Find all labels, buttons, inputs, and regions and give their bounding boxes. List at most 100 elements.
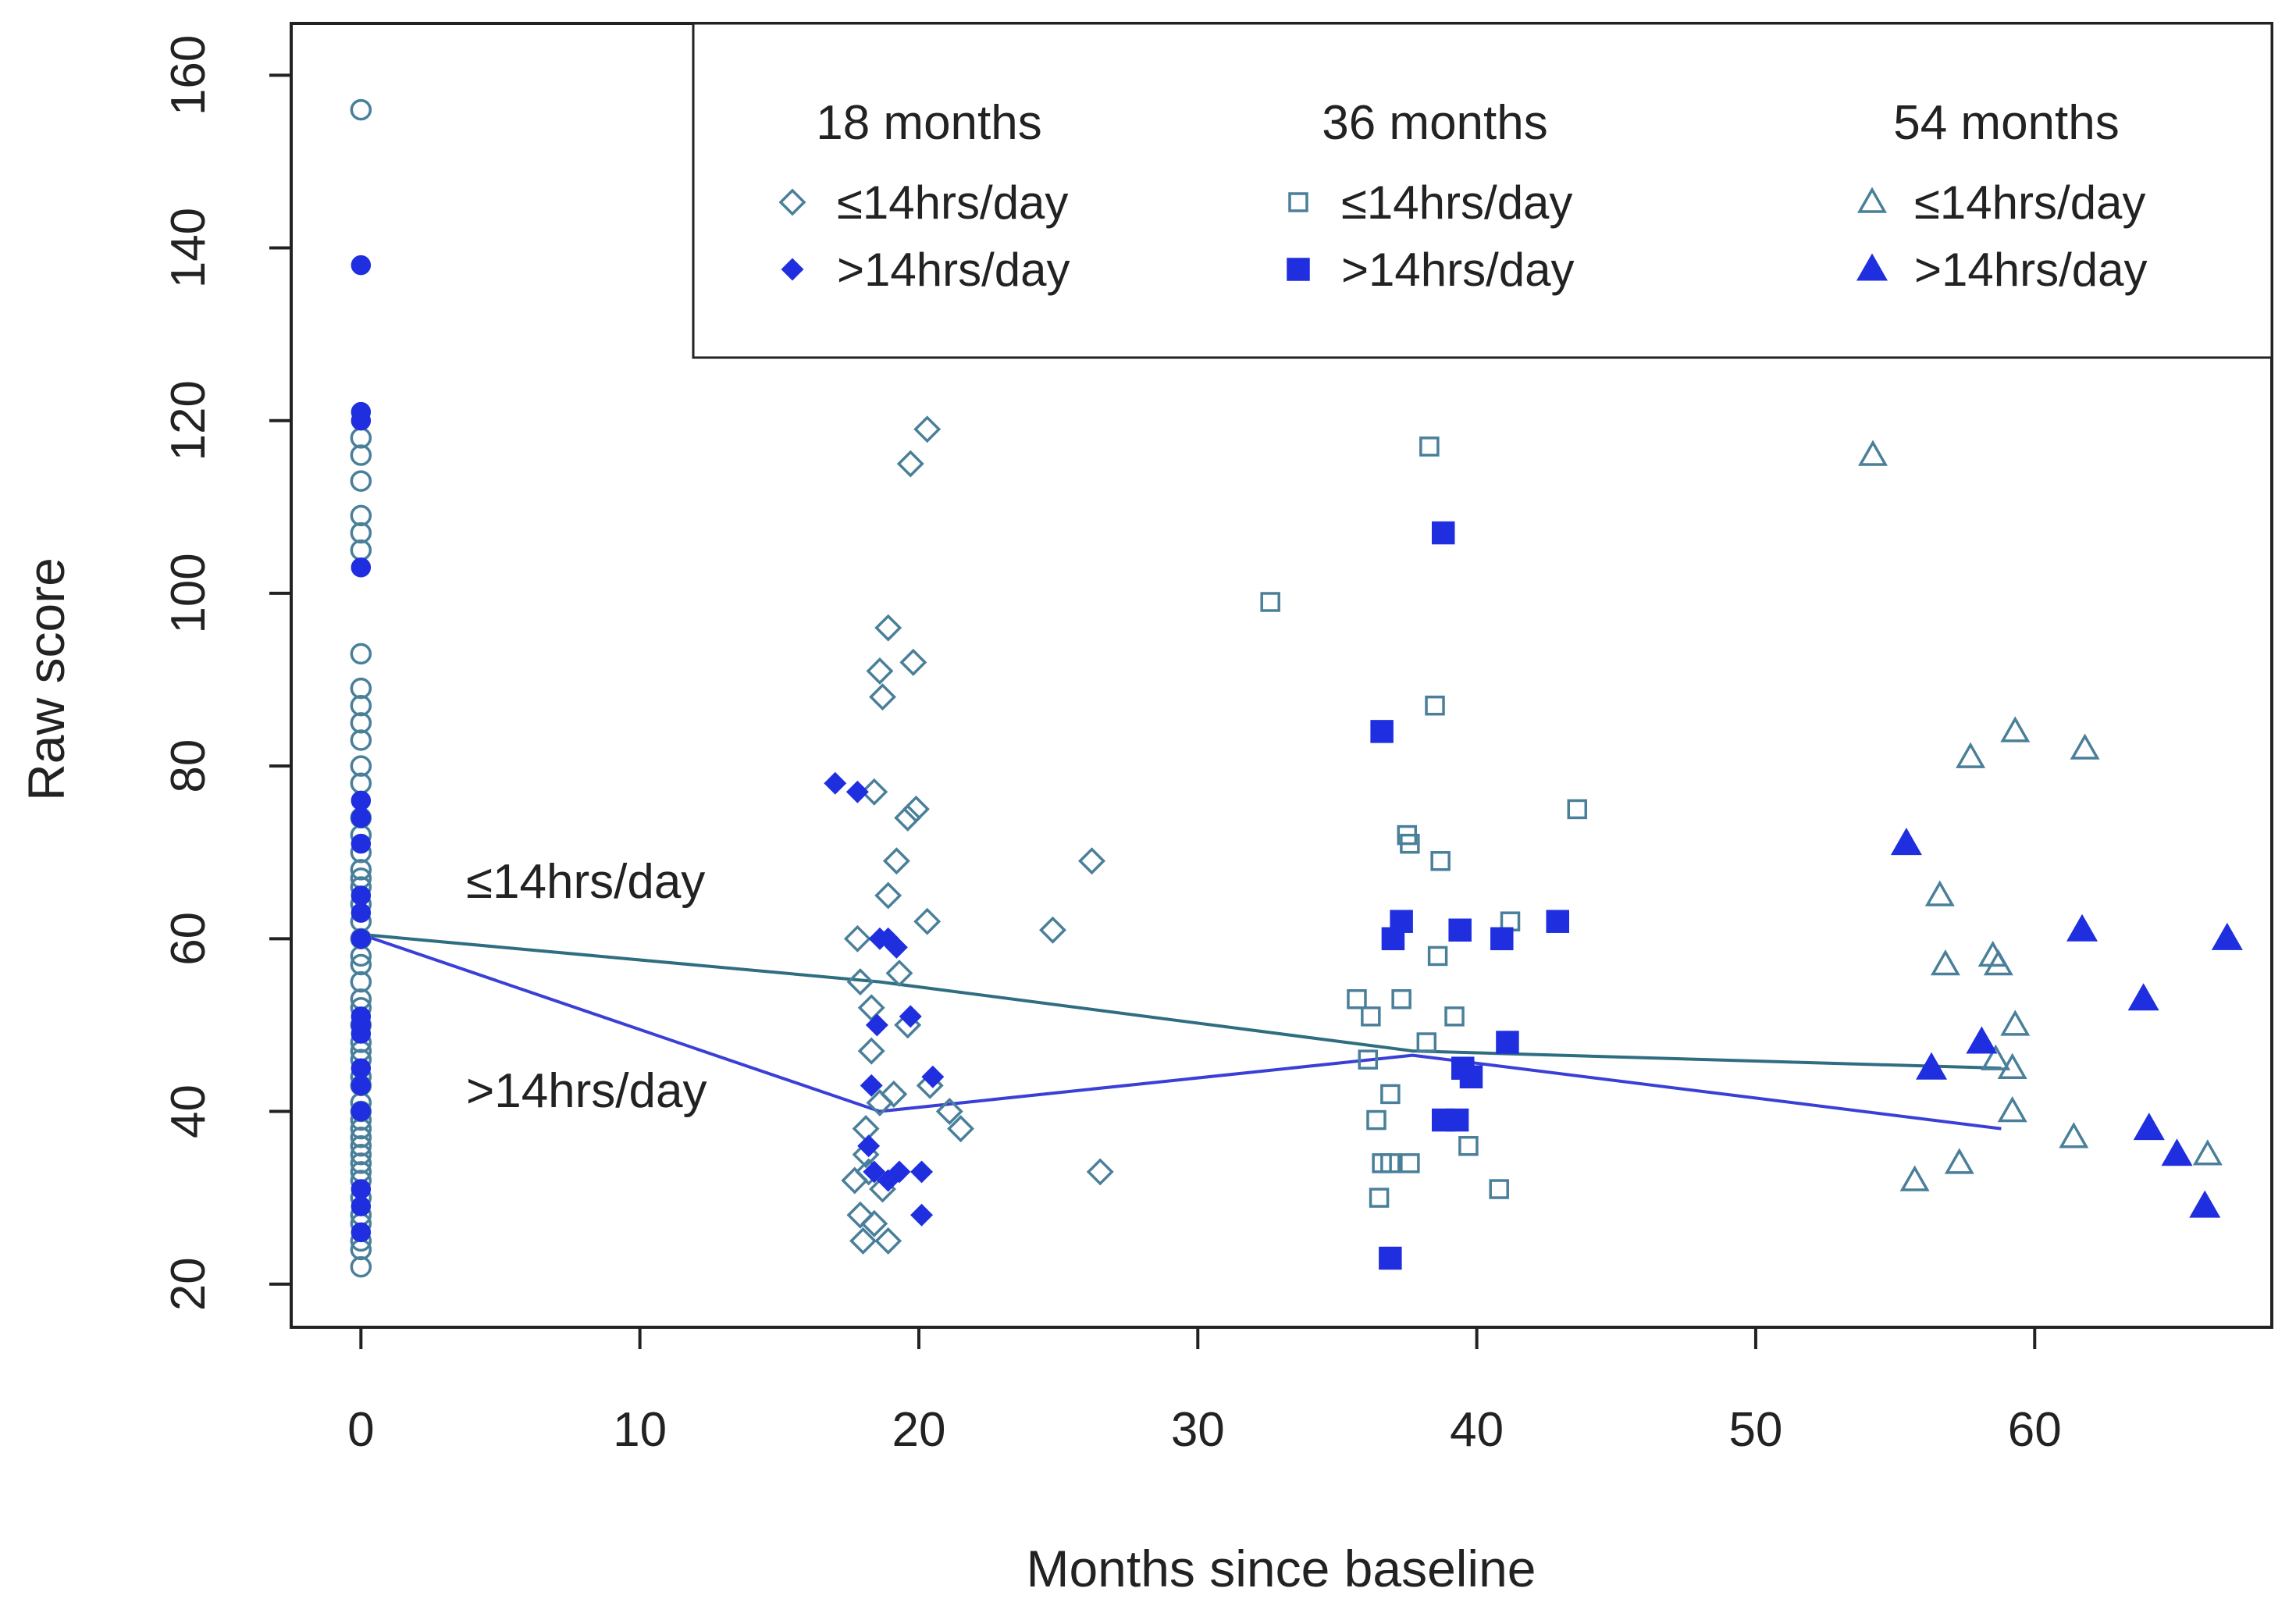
point-diamond-open <box>913 907 942 935</box>
point-triangle-filled <box>2161 1138 2193 1166</box>
point-diamond-open <box>843 924 871 953</box>
point-circle-filled <box>351 833 372 854</box>
y-tick-label: 40 <box>162 1084 215 1138</box>
point-circle-open <box>350 470 372 492</box>
point-diamond-filled <box>921 1065 945 1088</box>
point-diamond-open <box>860 778 888 806</box>
point-circle-filled <box>351 1222 372 1243</box>
point-triangle-open <box>2000 1010 2031 1036</box>
point-circle-filled <box>351 1024 372 1044</box>
point-square-open <box>1358 1049 1379 1070</box>
point-triangle-open <box>1983 949 2013 976</box>
point-square-filled <box>1370 720 1394 743</box>
point-square-open <box>1430 851 1451 871</box>
point-diamond-open <box>846 1201 874 1229</box>
point-diamond-open <box>852 1115 880 1143</box>
point-circle-open <box>350 1144 372 1166</box>
x-tick-label: 10 <box>613 1403 667 1457</box>
point-diamond-open <box>874 1227 902 1255</box>
point-square-filled <box>1431 521 1455 545</box>
trend-line-high-hours <box>360 932 2002 1131</box>
point-circle-filled <box>351 885 372 906</box>
point-circle-open <box>350 1126 372 1148</box>
point-square-open <box>1425 695 1445 716</box>
point-square-open <box>1347 988 1367 1010</box>
legend-marker-square-open <box>1288 192 1308 212</box>
x-tick-label: 60 <box>2008 1403 2062 1457</box>
point-triangle-filled <box>2189 1190 2221 1218</box>
point-diamond-filled <box>899 1005 922 1028</box>
point-diamond-open <box>857 1037 885 1065</box>
point-circle-filled <box>351 1101 372 1122</box>
annotation-low-hours: ≤14hrs/day <box>466 855 705 909</box>
point-square-filled <box>1459 1065 1483 1089</box>
point-triangle-filled <box>2211 922 2243 950</box>
point-circle-open <box>350 755 372 777</box>
legend-36-low-label: ≤14hrs/day <box>1341 176 1572 229</box>
point-triangle-filled <box>2133 1113 2165 1141</box>
point-diamond-open <box>880 1080 908 1108</box>
point-diamond-filled <box>888 1160 911 1184</box>
point-diamond-open <box>882 847 910 875</box>
point-square-open <box>1416 1032 1437 1052</box>
point-square-filled <box>1490 927 1514 951</box>
point-triangle-filled <box>1890 828 1922 856</box>
point-circle-open <box>350 859 372 881</box>
point-diamond-open <box>1039 916 1066 944</box>
point-triangle-filled <box>2066 913 2098 942</box>
point-triangle-open <box>1956 742 1986 768</box>
x-tick-label: 20 <box>892 1403 945 1457</box>
y-tick-label: 20 <box>162 1257 215 1311</box>
legend-box <box>692 22 2273 359</box>
point-diamond-open <box>1078 847 1105 875</box>
point-diamond-open <box>869 683 897 711</box>
legend-36-high-label: >14hrs/day <box>1341 244 1575 296</box>
point-circle-filled <box>351 807 372 828</box>
legend-header-18-months: 18 months <box>816 96 1042 150</box>
point-circle-filled <box>351 928 372 949</box>
point-square-filled <box>1379 1246 1402 1270</box>
point-circle-open <box>350 694 372 717</box>
point-square-filled <box>1496 1031 1519 1054</box>
point-square-open <box>1427 945 1448 967</box>
legend-marker-diamond-open <box>778 188 806 216</box>
point-circle-filled <box>351 1075 372 1096</box>
point-triangle-open <box>2000 716 2031 742</box>
point-triangle-open <box>1924 880 1955 906</box>
point-diamond-open <box>860 1209 888 1237</box>
point-circle-open <box>350 504 372 527</box>
point-square-open <box>1419 436 1440 457</box>
legend: 18 months 36 months 54 months ≤14hrs/day… <box>692 22 2273 359</box>
point-diamond-open <box>857 994 885 1022</box>
point-diamond-open <box>846 968 874 996</box>
point-circle-open <box>350 1152 372 1174</box>
annotation-high-hours: >14hrs/day <box>466 1064 707 1118</box>
point-triangle-filled <box>2127 983 2159 1011</box>
point-circle-open <box>350 643 372 665</box>
point-circle-filled <box>351 255 372 276</box>
point-circle-filled <box>351 1058 372 1078</box>
point-circle-open <box>350 712 372 734</box>
point-square-open <box>1366 1109 1386 1131</box>
point-diamond-open <box>874 614 902 642</box>
point-diamond-open <box>841 1166 869 1195</box>
point-circle-open <box>350 729 372 751</box>
legend-header-54-months: 54 months <box>1893 96 2120 150</box>
point-square-open <box>1380 1084 1401 1105</box>
point-square-open <box>1260 592 1280 612</box>
x-tick-label: 40 <box>1450 1403 1504 1457</box>
point-circle-open <box>350 953 372 976</box>
point-circle-open <box>350 444 372 466</box>
trend-line-low-hours <box>361 932 2002 1070</box>
point-diamond-filled <box>860 1074 883 1097</box>
point-diamond-filled <box>865 1013 888 1037</box>
y-tick-label: 100 <box>162 553 215 633</box>
point-circle-open <box>350 1255 372 1278</box>
point-diamond-filled <box>857 1134 881 1158</box>
y-axis-label: Raw score <box>17 557 75 801</box>
point-square-filled <box>1546 910 1570 933</box>
point-diamond-open <box>899 648 927 676</box>
point-square-filled <box>1381 927 1405 951</box>
point-square-open <box>1369 1188 1390 1208</box>
